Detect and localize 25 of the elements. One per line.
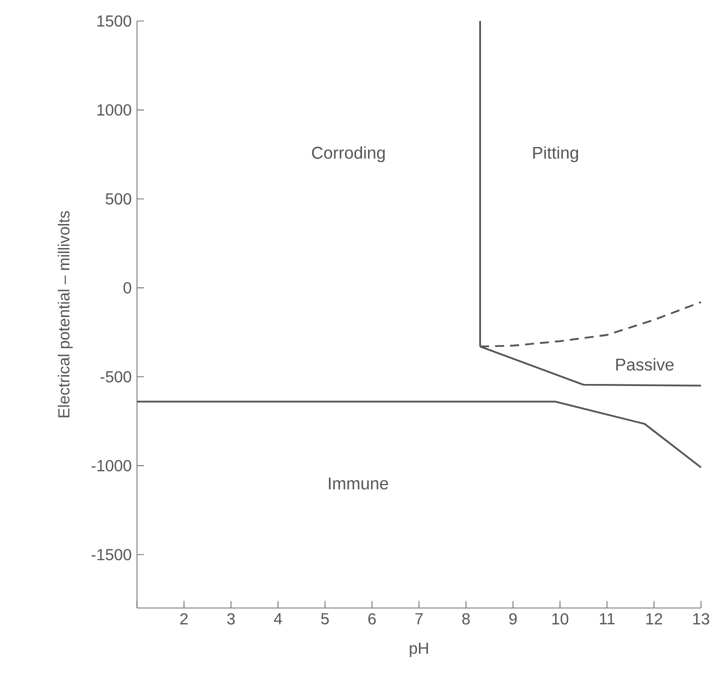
y-tick-label: 1500 [97,15,132,27]
x-tick-label: 3 [227,613,235,625]
y-tick-label: 500 [106,193,132,205]
y-tick-label: -500 [100,371,132,382]
y-axis-title: Electrical potential – millivolts [58,211,73,418]
x-tick-label: 8 [462,613,470,625]
annotation: Pitting [533,146,578,162]
x-tick-label: 12 [646,613,662,624]
x-tick-label: 6 [368,613,376,625]
x-tick-label: 9 [509,613,517,625]
annotation: Corroding [312,146,385,162]
y-tick-label: -1500 [92,548,132,560]
x-tick-label: 7 [415,613,423,624]
x-tick-label: 2 [180,613,188,624]
annotation: Immune [328,478,388,490]
x-tick-label: 4 [274,613,282,624]
annotation: Passive [616,358,674,371]
x-axis-title: pH [410,642,428,658]
x-tick-label: 13 [693,613,710,625]
y-tick-label: 1000 [97,104,132,116]
x-tick-label: 5 [321,613,329,624]
y-tick-label: 0 [124,282,132,294]
x-tick-label: 11 [600,613,615,624]
x-tick-label: 10 [552,613,568,625]
y-tick-label: -1000 [92,460,132,472]
